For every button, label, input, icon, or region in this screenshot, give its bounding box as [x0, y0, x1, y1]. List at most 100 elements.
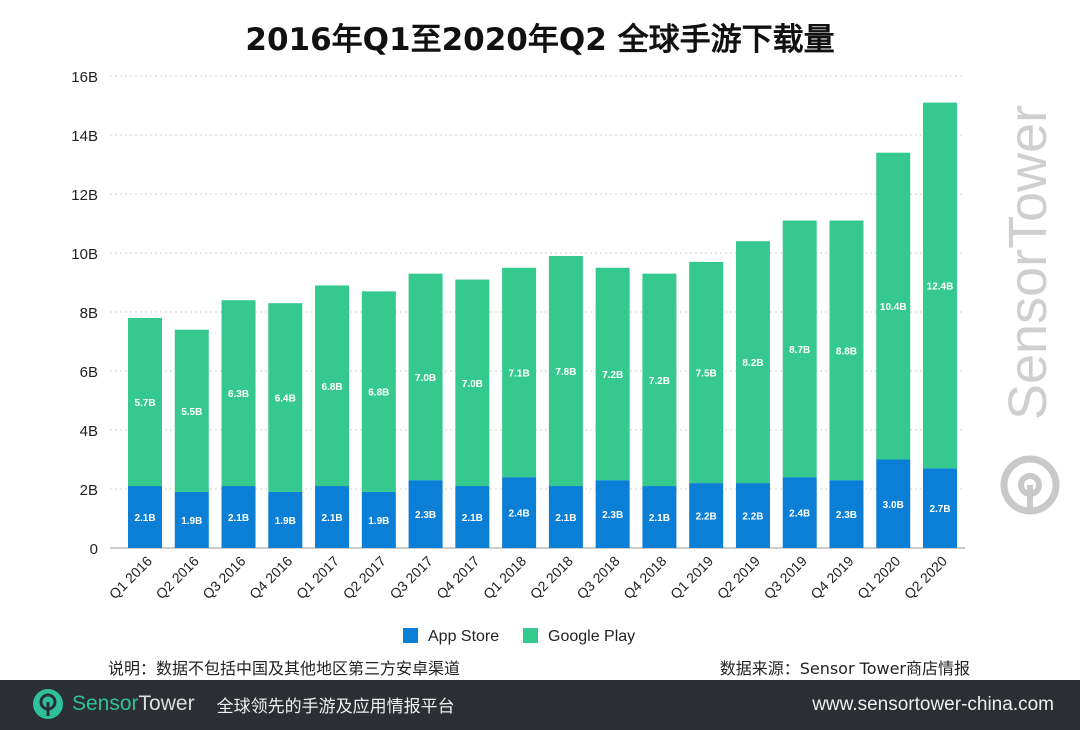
bar-google-play — [735, 241, 770, 484]
bar-app-store — [595, 480, 630, 548]
x-tick-label: Q3 2017 — [386, 553, 435, 602]
legend-swatch — [523, 628, 538, 643]
bar-google-play — [689, 261, 724, 484]
x-tick-label: Q1 2017 — [293, 553, 342, 602]
data-label: 2.4B — [509, 509, 530, 520]
data-label: 8.2B — [742, 358, 763, 369]
data-label: 8.8B — [836, 346, 857, 357]
x-tick-label: Q3 2019 — [761, 553, 810, 602]
footnote: 说明：数据不包括中国及其他地区第三方安卓渠道 — [108, 659, 461, 678]
legend-label: Google Play — [548, 628, 635, 645]
chart-title: 2016年Q1至2020年Q2 全球手游下载量 — [245, 22, 835, 58]
bar-app-store — [455, 486, 490, 548]
data-label: 10.4B — [880, 302, 907, 313]
bar-google-play — [174, 329, 209, 492]
sensortower-logo-icon — [33, 689, 63, 719]
x-tick-label: Q2 2017 — [340, 553, 389, 602]
x-tick-label: Q2 2020 — [901, 553, 950, 602]
data-label: 1.9B — [181, 516, 202, 527]
y-tick-label: 6B — [80, 364, 98, 381]
x-tick-label: Q4 2018 — [620, 553, 669, 602]
bar-google-play — [548, 255, 583, 487]
data-label: 2.1B — [462, 513, 483, 524]
data-label: 2.7B — [929, 504, 950, 515]
bar-app-store — [876, 459, 911, 548]
data-label: 7.0B — [462, 379, 483, 390]
y-tick-label: 10B — [71, 246, 98, 263]
data-label: 12.4B — [927, 281, 954, 292]
bar-google-play — [502, 267, 537, 478]
x-tick-label: Q3 2018 — [573, 553, 622, 602]
bar-google-play — [268, 303, 303, 492]
data-label: 1.9B — [368, 516, 389, 527]
data-label: 7.2B — [602, 370, 623, 381]
y-tick-label: 2B — [80, 482, 98, 499]
legend-label: App Store — [428, 628, 499, 645]
bar-google-play — [361, 291, 396, 492]
bar-google-play — [782, 220, 817, 478]
bar-google-play — [128, 317, 162, 487]
x-tick-label: Q1 2019 — [667, 553, 716, 602]
bar-app-store — [548, 486, 583, 548]
data-label: 2.1B — [321, 513, 342, 524]
data-label: 2.3B — [415, 510, 436, 521]
x-tick-label: Q4 2016 — [246, 553, 295, 602]
bar-google-play — [315, 285, 350, 487]
x-tick-label: Q4 2017 — [433, 553, 482, 602]
data-label: 2.3B — [836, 510, 857, 521]
data-label: 2.1B — [134, 513, 155, 524]
data-label: 5.7B — [134, 398, 155, 409]
bar-app-store — [268, 491, 303, 548]
x-tick-label: Q2 2019 — [714, 553, 763, 602]
x-tick-label: Q1 2020 — [854, 553, 903, 602]
data-label: 3.0B — [883, 500, 904, 511]
bar-app-store — [315, 486, 350, 548]
bar-app-store — [689, 483, 724, 548]
data-label: 2.3B — [602, 510, 623, 521]
svg-text:SensorTower: SensorTower — [1000, 105, 1058, 420]
bar-app-store — [174, 491, 209, 548]
y-tick-label: 4B — [80, 423, 98, 440]
data-label: 7.1B — [509, 368, 530, 379]
data-label: 5.5B — [181, 407, 202, 418]
legend-swatch — [403, 628, 418, 643]
sensortower-watermark: SensorTower — [1000, 105, 1060, 515]
brand-name-part2: Tower — [138, 692, 195, 715]
y-tick-label: 12B — [71, 187, 98, 204]
bar-app-store — [408, 480, 443, 548]
website-link[interactable]: www.sensortower-china.com — [812, 694, 1054, 715]
data-label: 6.8B — [321, 382, 342, 393]
x-tick-label: Q4 2019 — [807, 553, 856, 602]
data-label: 1.9B — [275, 516, 296, 527]
bar-google-play — [829, 220, 864, 481]
x-tick-label: Q1 2016 — [106, 553, 155, 602]
data-label: 7.2B — [649, 376, 670, 387]
x-tick-label: Q3 2016 — [199, 553, 248, 602]
bar-app-store — [642, 486, 677, 548]
data-label: 2.4B — [789, 509, 810, 520]
bar-app-store — [782, 477, 817, 548]
bar-app-store — [502, 477, 537, 548]
stacked-bar-chart: 0 2B 4B 6B 8B 10B 12B 14B 16B 2.1B 5.7B Q1 2016 1.9B… — [71, 69, 965, 645]
data-label: 2.2B — [696, 512, 717, 523]
bar-google-play — [595, 267, 630, 481]
bar-app-store — [735, 483, 770, 548]
data-label: 2.1B — [649, 513, 670, 524]
x-tick-label: Q2 2018 — [527, 553, 576, 602]
data-label: 8.7B — [789, 345, 810, 356]
x-tick-label: Q2 2016 — [153, 553, 202, 602]
bar-app-store — [361, 491, 396, 548]
data-label: 6.8B — [368, 388, 389, 399]
bar-app-store — [829, 480, 864, 548]
y-tick-label: 8B — [80, 305, 98, 322]
data-label: 2.1B — [555, 513, 576, 524]
bar-google-play — [408, 273, 443, 481]
data-label: 7.0B — [415, 373, 436, 384]
bar-google-play — [642, 273, 677, 487]
bar-google-play — [923, 102, 957, 469]
brand: SensorTower 全球领先的手游及应用情报平台 — [32, 688, 455, 720]
brand-name: SensorTower — [72, 692, 195, 716]
data-source: 数据来源：Sensor Tower商店情报 — [719, 659, 970, 678]
y-tick-label: 14B — [71, 128, 98, 145]
bar-google-play — [221, 300, 256, 487]
